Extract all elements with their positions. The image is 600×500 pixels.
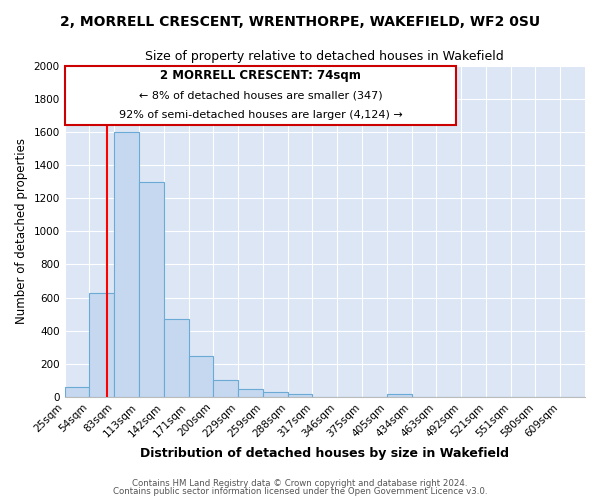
X-axis label: Distribution of detached houses by size in Wakefield: Distribution of detached houses by size …	[140, 447, 509, 460]
Text: Contains HM Land Registry data © Crown copyright and database right 2024.: Contains HM Land Registry data © Crown c…	[132, 478, 468, 488]
Bar	[114, 132, 139, 397]
Title: Size of property relative to detached houses in Wakefield: Size of property relative to detached ho…	[145, 50, 504, 63]
Bar	[214, 380, 238, 397]
Bar	[238, 388, 263, 397]
Bar	[139, 182, 164, 397]
Bar	[65, 66, 456, 125]
Text: 2 MORRELL CRESCENT: 74sqm: 2 MORRELL CRESCENT: 74sqm	[160, 69, 361, 82]
Bar	[387, 394, 412, 397]
Bar	[164, 319, 188, 397]
Bar	[263, 392, 287, 397]
Text: ← 8% of detached houses are smaller (347): ← 8% of detached houses are smaller (347…	[139, 90, 382, 101]
Text: 92% of semi-detached houses are larger (4,124) →: 92% of semi-detached houses are larger (…	[119, 110, 402, 120]
Bar	[287, 394, 313, 397]
Text: Contains public sector information licensed under the Open Government Licence v3: Contains public sector information licen…	[113, 487, 487, 496]
Text: 2, MORRELL CRESCENT, WRENTHORPE, WAKEFIELD, WF2 0SU: 2, MORRELL CRESCENT, WRENTHORPE, WAKEFIE…	[60, 15, 540, 29]
Bar	[188, 356, 214, 397]
Bar	[89, 292, 114, 397]
Bar	[65, 387, 89, 397]
Y-axis label: Number of detached properties: Number of detached properties	[15, 138, 28, 324]
